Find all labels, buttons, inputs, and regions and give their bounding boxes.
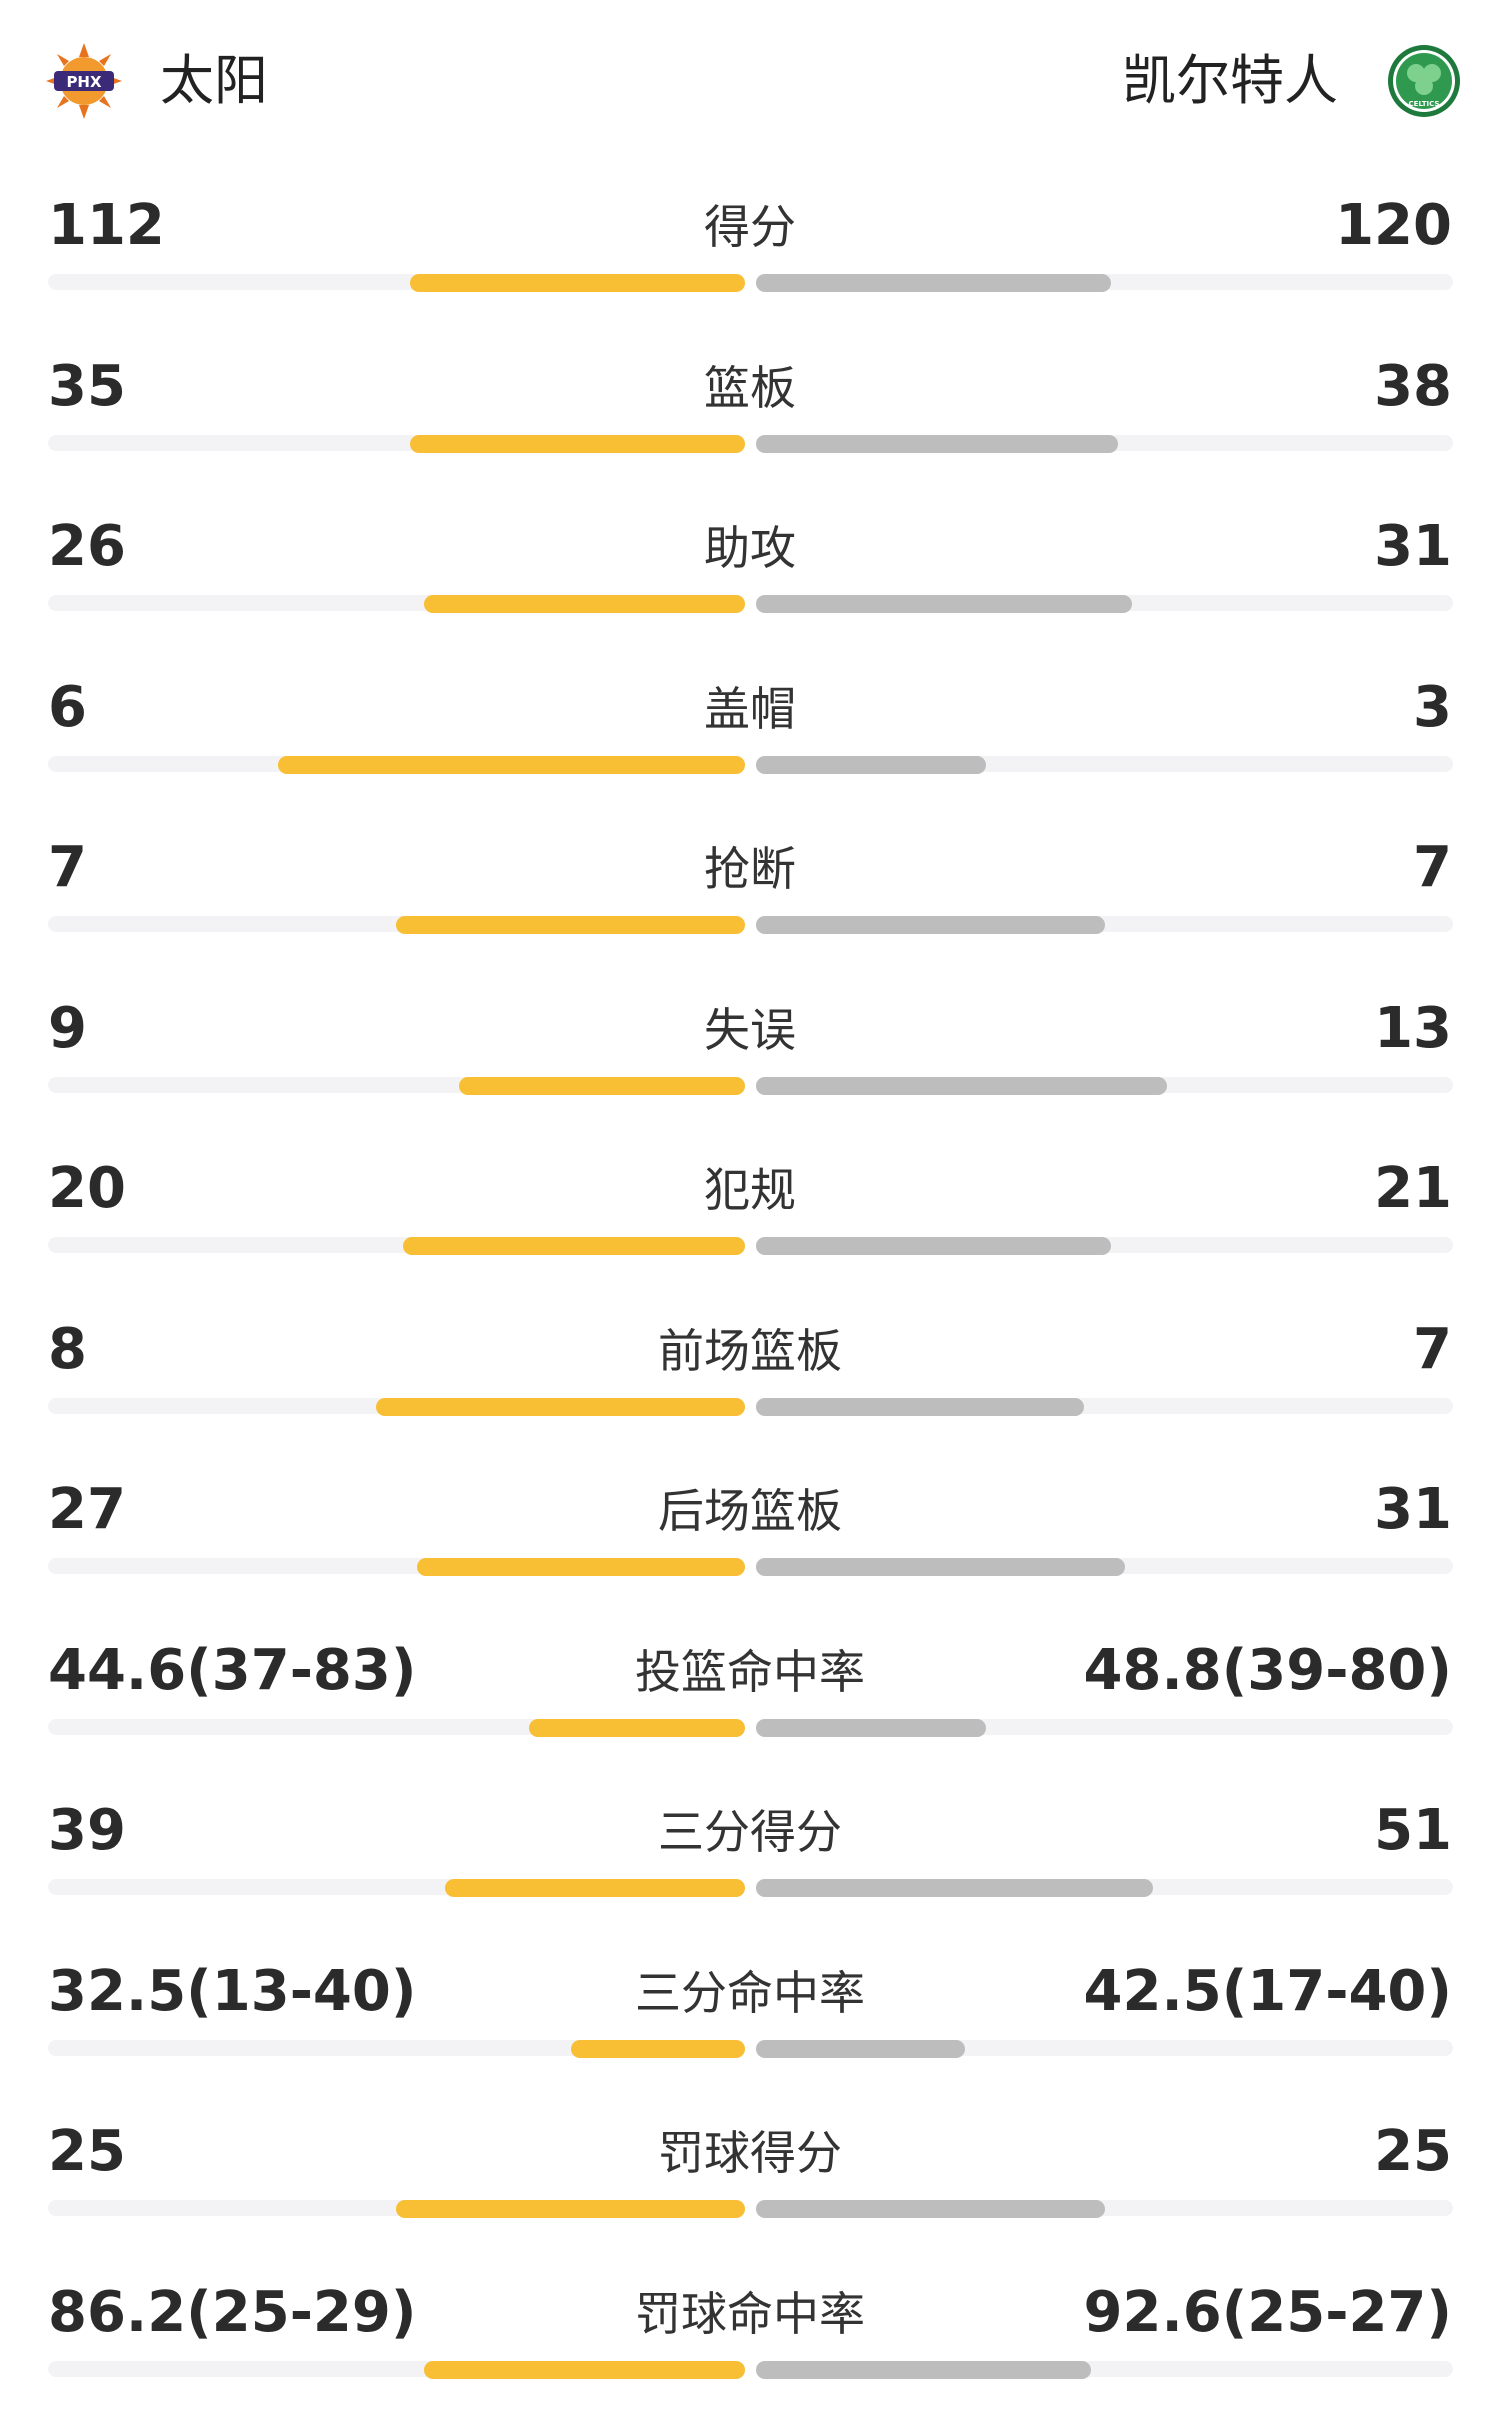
away-stat-value: 31 [1374,1477,1452,1543]
home-bar-fill [459,1077,745,1095]
away-stat-value: 3 [1413,675,1452,741]
home-stat-value: 25 [48,2119,126,2185]
stat-row: 44.6(37-83) 投篮命中率 48.8(39-80) [0,1610,1500,1771]
home-stat-value: 86.2(25-29) [48,2280,416,2346]
away-stat-value: 25 [1374,2119,1452,2185]
stat-label: 投篮命中率 [500,1642,1000,1702]
away-stat-value: 48.8(39-80) [1084,1638,1452,1704]
home-stat-value: 26 [48,514,126,580]
away-bar-fill [756,2040,965,2058]
stat-row: 112 得分 120 [0,165,1500,326]
away-team-name[interactable]: 凯尔特人 [1122,46,1338,116]
home-bar-fill [376,1398,745,1416]
celtics-logo-icon[interactable]: CELTICS [1386,43,1462,119]
home-bar-fill [529,1719,745,1737]
stat-row: 7 抢断 7 [0,807,1500,968]
stat-row: 39 三分得分 51 [0,1770,1500,1931]
away-bar-fill [756,274,1111,292]
home-bar-fill [278,756,745,774]
away-stat-value: 7 [1413,835,1452,901]
stat-row: 27 后场篮板 31 [0,1449,1500,1610]
home-bar-fill [396,916,745,934]
home-stat-value: 27 [48,1477,126,1543]
home-bar-fill [445,1879,745,1897]
away-stat-value: 31 [1374,514,1452,580]
away-bar-fill [756,1237,1111,1255]
home-bar-fill [396,2200,745,2218]
stat-row: 86.2(25-29) 罚球命中率 92.6(25-27) [0,2252,1500,2412]
stat-row: 25 罚球得分 25 [0,2091,1500,2252]
stat-label: 盖帽 [500,679,1000,739]
home-bar-fill [417,1558,745,1576]
stat-label: 后场篮板 [500,1481,1000,1541]
stat-label: 抢断 [500,839,1000,899]
home-bar-fill [424,2361,745,2379]
stat-row: 35 篮板 38 [0,326,1500,487]
away-stat-value: 92.6(25-27) [1084,2280,1452,2346]
away-bar-fill [756,1719,986,1737]
away-bar-fill [756,2361,1091,2379]
away-stat-value: 51 [1374,1798,1452,1864]
team-header: PHX 太阳 凯尔特人 CELTICS [0,0,1500,165]
away-bar-fill [756,916,1105,934]
home-bar-fill [403,1237,745,1255]
away-bar-fill [756,435,1118,453]
stat-row: 32.5(13-40) 三分命中率 42.5(17-40) [0,1931,1500,2092]
away-bar-fill [756,1398,1084,1416]
away-stat-value: 7 [1413,1317,1452,1383]
home-stat-value: 6 [48,675,87,741]
away-bar-fill [756,1879,1153,1897]
stat-label: 前场篮板 [500,1321,1000,1381]
suns-logo-icon[interactable]: PHX [46,43,122,119]
stat-label: 罚球命中率 [500,2284,1000,2344]
stat-row: 8 前场篮板 7 [0,1289,1500,1450]
celtics-logo-text: CELTICS [1409,100,1440,108]
away-stat-value: 38 [1374,354,1452,420]
away-bar-fill [756,1077,1167,1095]
away-stat-value: 42.5(17-40) [1084,1959,1452,2025]
away-bar-fill [756,1558,1125,1576]
home-stat-value: 112 [48,193,165,259]
home-stat-value: 39 [48,1798,126,1864]
home-bar-fill [424,595,745,613]
home-stat-value: 8 [48,1317,87,1383]
home-stat-value: 35 [48,354,126,420]
stats-list: 112 得分 120 35 篮板 38 26 助攻 31 6 盖帽 3 7 抢断 7 9 失误 13 20 犯规 21 8… [0,165,1500,2412]
home-bar-fill [410,274,745,292]
stat-row: 6 盖帽 3 [0,647,1500,808]
stat-label: 罚球得分 [500,2123,1000,2183]
away-stat-value: 13 [1374,996,1452,1062]
stat-label: 助攻 [500,518,1000,578]
stat-row: 26 助攻 31 [0,486,1500,647]
stat-label: 三分得分 [500,1802,1000,1862]
home-stat-value: 32.5(13-40) [48,1959,416,2025]
stat-label: 犯规 [500,1160,1000,1220]
stat-label: 篮板 [500,358,1000,418]
home-stat-value: 7 [48,835,87,901]
away-stat-value: 120 [1335,193,1452,259]
away-bar-fill [756,595,1132,613]
stat-row: 20 犯规 21 [0,1128,1500,1289]
stat-label: 失误 [500,1000,1000,1060]
stat-label: 得分 [500,197,1000,257]
home-bar-fill [410,435,745,453]
home-stat-value: 44.6(37-83) [48,1638,416,1704]
away-stat-value: 21 [1374,1156,1452,1222]
stat-row: 9 失误 13 [0,968,1500,1129]
suns-logo-text: PHX [66,73,102,91]
home-bar-fill [571,2040,745,2058]
home-stat-value: 9 [48,996,87,1062]
away-bar-fill [756,2200,1105,2218]
away-bar-fill [756,756,986,774]
home-team-name[interactable]: 太阳 [160,46,268,116]
home-stat-value: 20 [48,1156,126,1222]
stat-label: 三分命中率 [500,1963,1000,2023]
